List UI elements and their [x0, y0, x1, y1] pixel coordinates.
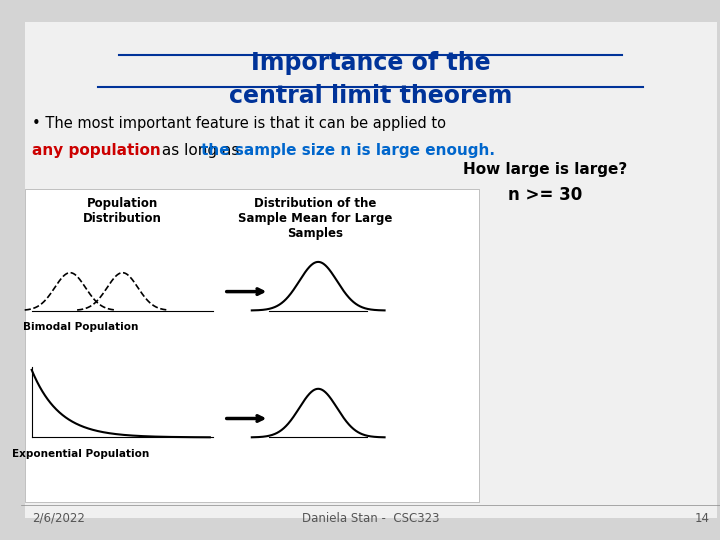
FancyBboxPatch shape: [24, 22, 716, 518]
Text: • The most important feature is that it can be applied to: • The most important feature is that it …: [32, 116, 446, 131]
FancyBboxPatch shape: [24, 189, 479, 502]
Text: Importance of the: Importance of the: [251, 51, 490, 75]
Text: 2/6/2022: 2/6/2022: [32, 512, 84, 525]
Text: Exponential Population: Exponential Population: [12, 449, 149, 460]
Text: the sample size n is large enough.: the sample size n is large enough.: [201, 143, 495, 158]
Text: Daniela Stan -  CSC323: Daniela Stan - CSC323: [302, 512, 439, 525]
Text: central limit theorem: central limit theorem: [229, 84, 513, 107]
Text: Bimodal Population: Bimodal Population: [23, 322, 138, 333]
Text: How large is large?: How large is large?: [463, 162, 627, 177]
Text: n >= 30: n >= 30: [508, 186, 582, 204]
Text: Population
Distribution: Population Distribution: [83, 197, 162, 225]
Text: 14: 14: [695, 512, 709, 525]
Text: as long as: as long as: [158, 143, 245, 158]
Text: Distribution of the
Sample Mean for Large
Samples: Distribution of the Sample Mean for Larg…: [238, 197, 392, 240]
Text: any population: any population: [32, 143, 161, 158]
